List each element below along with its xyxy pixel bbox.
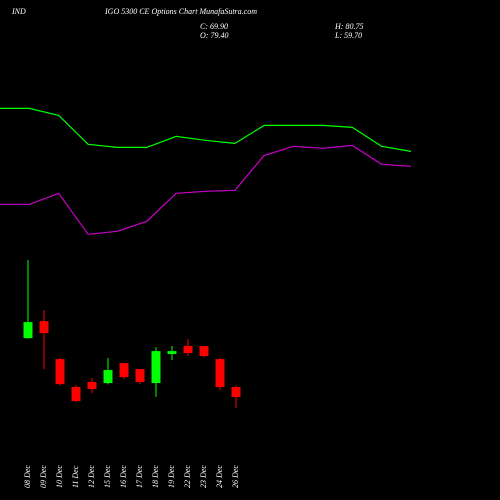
high-label: H: 80.75 — [334, 22, 363, 31]
candle-body — [55, 359, 65, 385]
candle-body — [199, 346, 209, 357]
x-tick-label: 23 Dec — [199, 465, 208, 488]
open-label: O: 79.40 — [200, 31, 228, 40]
x-tick-label: 16 Dec — [119, 465, 128, 488]
indicator-line — [0, 107, 412, 152]
candle-body — [183, 346, 193, 354]
candle-body — [87, 382, 97, 390]
candle-body — [23, 322, 33, 339]
x-tick-label: 24 Dec — [215, 465, 224, 488]
low-label: L: 59.70 — [334, 31, 362, 40]
x-tick-label: 09 Dec — [39, 465, 48, 488]
candle-body — [135, 369, 145, 383]
x-tick-label: 22 Dec — [183, 465, 192, 488]
x-tick-label: 12 Dec — [87, 465, 96, 488]
x-tick-label: 19 Dec — [167, 465, 176, 488]
x-tick-label: 08 Dec — [23, 465, 32, 488]
candle-body — [215, 359, 225, 388]
candle-body — [167, 351, 177, 355]
candle-body — [71, 387, 81, 402]
x-tick-label: 18 Dec — [151, 465, 160, 488]
x-tick-label: 11 Dec — [71, 465, 80, 488]
candle-body — [103, 370, 113, 384]
indicator-line — [0, 144, 412, 235]
x-tick-label: 10 Dec — [55, 465, 64, 488]
x-tick-label: 17 Dec — [135, 465, 144, 488]
chart-title: IND — [11, 7, 26, 16]
x-tick-label: 26 Dec — [231, 465, 240, 488]
candle-body — [39, 321, 49, 334]
candle-body — [151, 351, 161, 384]
close-label: C: 69.90 — [200, 22, 228, 31]
x-tick-label: 15 Dec — [103, 465, 112, 488]
candle-body — [231, 387, 241, 398]
candle-body — [119, 363, 129, 378]
chart-subtitle: IGO 5300 CE Options Chart MunafaSutra.co… — [104, 7, 257, 16]
